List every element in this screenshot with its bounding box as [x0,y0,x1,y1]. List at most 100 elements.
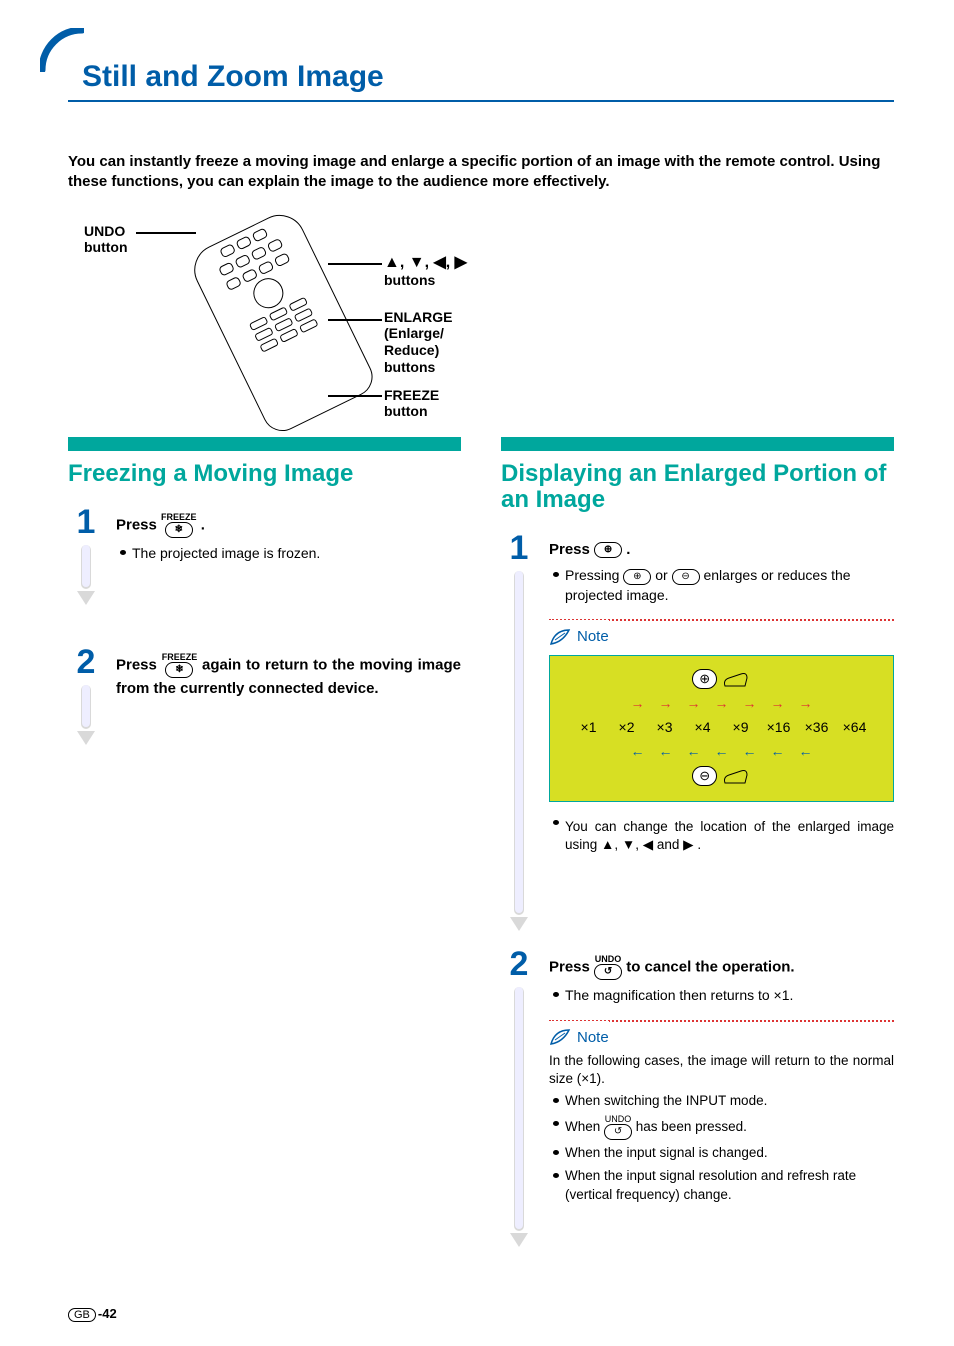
press-word: Press [116,656,162,673]
arrow-buttons-callout-line [328,263,382,265]
hand-press-icon [721,765,751,787]
zoom-right-arrows: →→→→→→→ [558,694,885,714]
note-block: Note In the following cases, the image w… [549,1020,894,1205]
step-number: 2 [510,947,529,981]
undo-callout-line2: button [84,239,128,255]
enlarge-plus-icon: ⊕ [623,569,651,585]
bullet-item: The magnification then returns to ×1. [553,986,894,1006]
enlarge-plus-icon: ⊕ [594,542,622,558]
enlarge-plus-icon: ⊕ [692,669,717,689]
step-number: 1 [77,505,96,539]
bullet-icon [553,1121,559,1126]
note-leaf-icon [549,1028,571,1046]
step-instruction: Press ⊕ . [549,539,894,560]
bullet-text: When UNDO↺ has been pressed. [565,1115,747,1140]
arrow-icons-text: ▲, ▼, ◀, ▶ [384,254,467,271]
enlarge-line1: ENLARGE [384,309,452,325]
step-tail-icon [77,545,95,605]
bullet-text: When the input signal is changed. [565,1144,768,1163]
remote-diagram: UNDO button ▲, ▼, ◀, ▶ buttons ENLARGE (… [68,223,508,423]
bullet-item: The projected image is frozen. [120,544,461,564]
note-leaf-icon [549,628,571,646]
title-underline [68,100,894,102]
manual-page: Still and Zoom Image You can instantly f… [0,0,954,1346]
undo-callout-line [136,232,196,234]
step-after-text: to cancel the operation. [626,959,794,976]
bullet-text: When switching the INPUT mode. [565,1092,767,1111]
step-instruction: Press FREEZE ❄ . [116,513,461,538]
corner-arc-decoration [40,28,84,72]
step-marker: 1 [68,505,104,605]
step-content: Press FREEZE ❄ . The projected image is … [116,505,461,605]
bullet-text: The projected image is frozen. [132,544,320,564]
freeze-button-icon: FREEZE ❄ [162,653,198,678]
enlarge-callout: ENLARGE (Enlarge/ Reduce) buttons [384,309,452,376]
page-footer: GB-42 [68,1306,117,1322]
zoom-left-arrows: ←←←←←←← [558,742,885,762]
step-content: Press ⊕ . Pressing ⊕ or ⊖ enlarges or re… [549,531,894,931]
page-title: Still and Zoom Image [82,60,894,100]
freeze-callout-line [328,395,382,397]
enlarge-line2: (Enlarge/ [384,325,444,341]
bullet-icon [553,572,559,577]
step-instruction: Press UNDO ↺ to cancel the operation. [549,955,894,980]
left-column: Freezing a Moving Image 1 Press FREEZE [68,437,461,1248]
enlarge-callout-line [328,319,382,321]
step-marker: 2 [501,947,537,1247]
enlarge-line4: buttons [384,359,435,375]
undo-callout-line1: UNDO [84,223,125,239]
period: . [626,541,630,558]
step-tail-icon [77,685,95,745]
note-header: Note [549,620,609,647]
step-tail-icon [510,571,528,931]
bullet-text: When the input signal resolution and ref… [565,1167,894,1205]
freeze-callout: FREEZE button [384,387,439,421]
left-section-bar [68,437,461,451]
bullet-item: You can change the location of the enlar… [553,814,894,854]
left-section-title: Freezing a Moving Image [68,461,461,487]
right-column: Displaying an Enlarged Portion of an Ima… [501,437,894,1248]
two-column-layout: Freezing a Moving Image 1 Press FREEZE [68,437,894,1248]
left-step-2: 2 Press FREEZE ❄ again to retu [68,645,461,745]
right-section-bar [501,437,894,451]
zoom-minus-row: ⊖ [558,765,885,787]
step-number: 2 [77,645,96,679]
step-instruction: Press FREEZE ❄ again to return to the mo… [116,653,461,699]
note-label: Note [577,626,609,647]
region-badge: GB [68,1308,96,1322]
zoom-levels-row: ×1×2×3×4×9×16×36×64 [558,718,885,738]
arrow-buttons-word: buttons [384,272,435,288]
freeze-button-label: FREEZE [161,513,197,522]
bullet-icon [553,1173,559,1178]
bullet-icon [553,820,559,825]
enlarge-minus-icon: ⊖ [692,766,717,786]
left-step-1: 1 Press FREEZE ❄ . [68,505,461,605]
step-number: 1 [510,531,529,565]
bullet-icon [553,1150,559,1155]
bullet-item: When the input signal resolution and ref… [553,1167,894,1205]
period: . [201,516,205,533]
zoom-levels-chart: ⊕ →→→→→→→ ×1×2×3×4×9×16×36×64 ←←←←←←← ⊖ [549,655,894,802]
hand-press-icon [721,668,751,690]
bullet-item: When the input signal is changed. [553,1144,894,1163]
freeze-line1: FREEZE [384,387,439,403]
freeze-button-label: FREEZE [162,653,198,662]
bullet-text: Pressing ⊕ or ⊖ enlarges or reduces the … [565,566,894,605]
bullet-text: The magnification then returns to ×1. [565,986,793,1006]
note-intro: In the following cases, the image will r… [549,1052,894,1088]
enlarge-minus-icon: ⊖ [672,569,700,585]
zoom-plus-row: ⊕ [558,668,885,690]
note-header: Note [549,1021,609,1048]
bullet-item: Pressing ⊕ or ⊖ enlarges or reduces the … [553,566,894,605]
freeze-button-glyph: ❄ [165,662,193,678]
undo-button-glyph: ↺ [594,964,622,980]
step2-bullets-list: When switching the INPUT mode. When UNDO↺… [549,1092,894,1205]
press-word: Press [549,959,594,976]
undo-button-label: UNDO [595,955,622,964]
move-note-text: You can change the location of the enlar… [565,818,894,854]
freeze-button-icon: FREEZE ❄ [161,513,197,538]
right-section-title: Displaying an Enlarged Portion of an Ima… [501,461,894,514]
note-block: Note ⊕ →→→→→→→ ×1×2×3×4×9×16×36×64 ←←←←←… [549,619,894,854]
arrow-buttons-callout: ▲, ▼, ◀, ▶ buttons [384,253,467,289]
step-marker: 2 [68,645,104,745]
